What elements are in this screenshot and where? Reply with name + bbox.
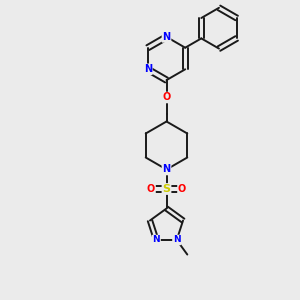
Text: N: N xyxy=(173,236,181,244)
Text: O: O xyxy=(178,184,186,194)
Text: N: N xyxy=(162,164,171,175)
Text: O: O xyxy=(162,92,171,103)
Text: O: O xyxy=(147,184,155,194)
Text: N: N xyxy=(144,64,152,74)
Text: N: N xyxy=(152,236,160,244)
Text: S: S xyxy=(163,184,170,194)
Text: N: N xyxy=(162,32,171,42)
